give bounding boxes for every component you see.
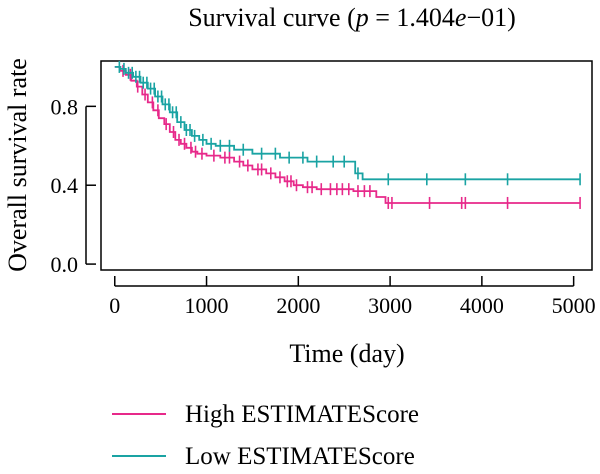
- x-axis-title: Time (day): [289, 339, 404, 368]
- legend-label-low: Low ESTIMATEScore: [185, 443, 415, 470]
- legend-label-high: High ESTIMATEScore: [185, 401, 419, 428]
- y-tick-label-1: 0.4: [51, 173, 79, 198]
- x-tick-label-4: 4000: [460, 293, 504, 318]
- series-line-1: [114, 66, 581, 181]
- y-tick-label-0: 0.0: [51, 252, 79, 277]
- x-axis: 0 1000 2000 3000 4000 5000: [109, 276, 596, 318]
- chart-title: Survival curve (p = 1.404e−01): [188, 3, 516, 32]
- y-tick-label-2: 0.8: [51, 94, 79, 119]
- legend: High ESTIMATEScore Low ESTIMATEScore: [112, 401, 419, 470]
- x-tick-label-2: 2000: [276, 293, 320, 318]
- series-line-0: [114, 66, 581, 204]
- y-axis-title: Overall survival rate: [3, 58, 32, 272]
- plot-frame: [100, 60, 593, 271]
- survival-curves: [114, 60, 581, 209]
- x-tick-label-5: 5000: [552, 293, 596, 318]
- x-tick-label-1: 1000: [185, 293, 229, 318]
- x-tick-label-0: 0: [109, 293, 120, 318]
- y-axis: 0.0 0.4 0.8: [51, 94, 96, 277]
- x-tick-label-3: 3000: [368, 293, 412, 318]
